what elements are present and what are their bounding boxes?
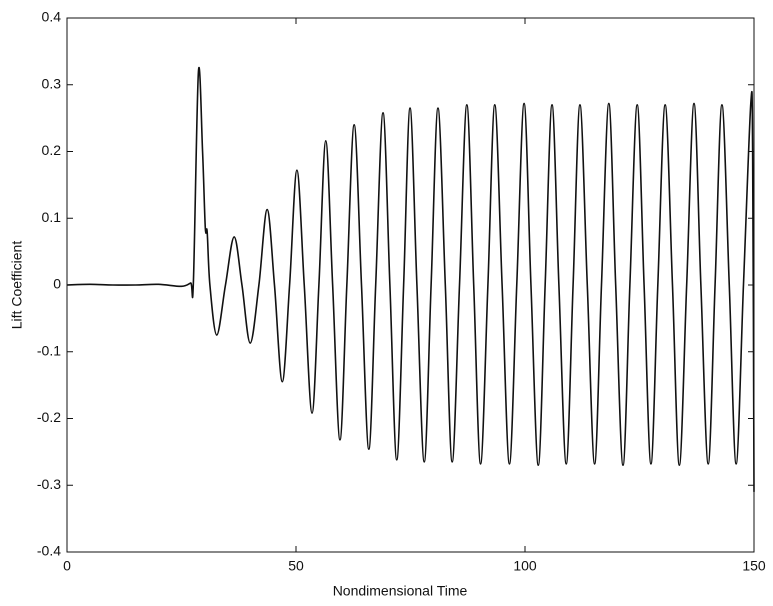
y-tick-label: -0.4 bbox=[37, 543, 61, 559]
y-tick-label: 0 bbox=[53, 276, 61, 292]
y-tick-label: 0.3 bbox=[42, 75, 62, 91]
x-tick-label: 150 bbox=[742, 558, 766, 574]
y-tick-label: -0.2 bbox=[37, 409, 61, 425]
x-axis-label: Nondimensional Time bbox=[333, 583, 468, 599]
x-tick-label: 100 bbox=[513, 558, 537, 574]
y-axis-label: Lift Coefficient bbox=[9, 241, 25, 330]
x-tick-label: 50 bbox=[288, 558, 304, 574]
y-tick-label: 0.4 bbox=[42, 9, 62, 25]
y-tick-label: 0.1 bbox=[42, 209, 62, 225]
y-tick-label: 0.2 bbox=[42, 142, 62, 158]
data-line bbox=[66, 67, 755, 492]
y-tick-label: -0.1 bbox=[37, 342, 61, 358]
x-tick-label: 0 bbox=[63, 558, 71, 574]
y-tick-label: -0.3 bbox=[37, 476, 61, 492]
